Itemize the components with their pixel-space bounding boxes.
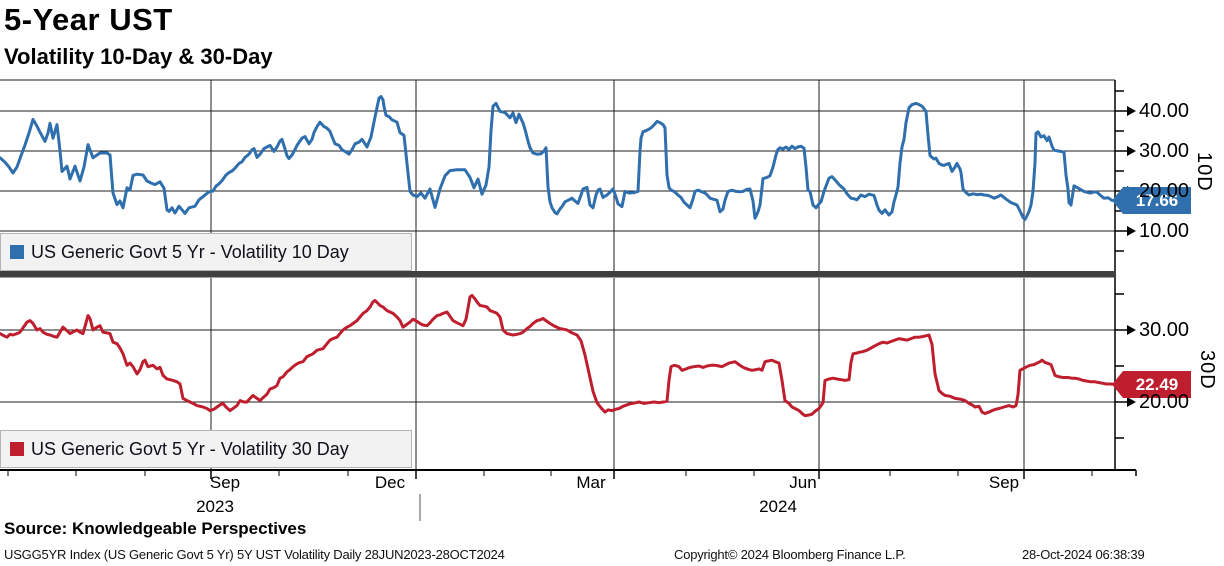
legend-swatch-blue-icon [10, 245, 24, 259]
legend-volatility-30day[interactable]: US Generic Govt 5 Yr - Volatility 30 Day [0, 430, 412, 468]
x-year-label: 2024 [759, 497, 797, 516]
page-title: 5-Year UST [4, 2, 173, 37]
x-month-label: Jun [789, 473, 817, 492]
page-subtitle: Volatility 10-Day & 30-Day [4, 44, 273, 69]
footer-ticker-info: USGG5YR Index (US Generic Govt 5 Yr) 5Y … [4, 547, 505, 562]
y-tick-label: 20.00 [1139, 391, 1190, 413]
y-tick-label: 30.00 [1139, 319, 1190, 341]
x-month-label: Mar [576, 473, 606, 492]
x-month-label: Sep [209, 473, 241, 492]
legend-label-10day: US Generic Govt 5 Yr - Volatility 10 Day [31, 241, 349, 262]
axis-name-30d: 30D [1196, 350, 1218, 390]
y-tick-label: 20.00 [1139, 180, 1190, 202]
x-month-label: Dec [374, 473, 406, 492]
legend-swatch-red-icon [10, 442, 24, 456]
legend-volatility-10day[interactable]: US Generic Govt 5 Yr - Volatility 10 Day [0, 233, 412, 271]
y-tick-label: 10.00 [1139, 220, 1190, 242]
axis-name-10d: 10D [1193, 152, 1215, 192]
x-year-label: 2023 [196, 497, 234, 516]
legend-label-30day: US Generic Govt 5 Yr - Volatility 30 Day [31, 438, 349, 459]
footer-timestamp: 28-Oct-2024 06:38:39 [1022, 547, 1145, 562]
x-month-label: Sep [988, 473, 1020, 492]
footer-copyright: Copyright© 2024 Bloomberg Finance L.P. [674, 547, 906, 562]
y-tick-label: 30.00 [1139, 140, 1190, 162]
last-value-badge-10day: 17.66 [1112, 187, 1191, 214]
y-tick-label: 40.00 [1139, 100, 1190, 122]
source-line: Source: Knowledgeable Perspectives [4, 519, 307, 538]
last-value-badge-30day: 22.49 [1112, 371, 1191, 398]
